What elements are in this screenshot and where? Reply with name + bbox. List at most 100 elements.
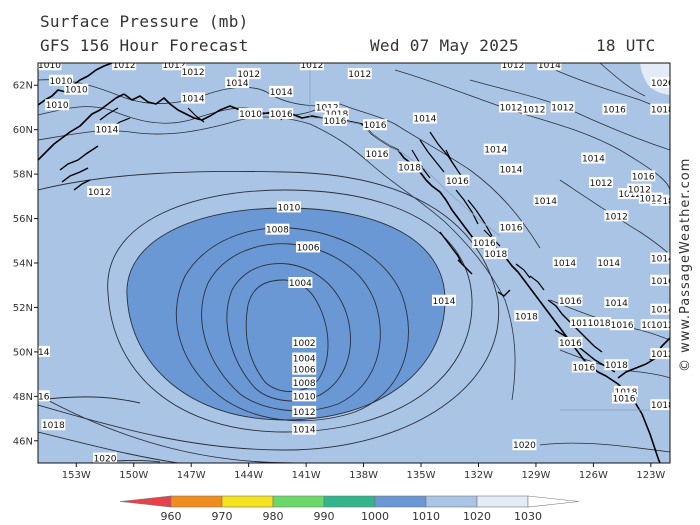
isobar-label-bg	[363, 119, 388, 131]
isobar-label-bg	[94, 123, 119, 135]
isobar-label-text: 1014	[500, 166, 523, 176]
isobar-label-text: 1012	[551, 103, 574, 113]
isobar-label: 1020	[512, 439, 537, 451]
isobar-label: 1002	[292, 337, 317, 349]
isobar-label-bg	[265, 223, 290, 235]
legend-bin	[374, 495, 427, 508]
isobar-label-text: 1014	[95, 126, 118, 136]
isobar-label-bg	[292, 337, 317, 348]
isobar-label-bg	[292, 390, 317, 402]
islands	[59, 145, 616, 373]
isobar-label-bg	[347, 68, 372, 80]
isobar-label-text: 1004	[289, 279, 312, 289]
isobar-label: 1014	[499, 163, 524, 176]
isobar-label-bg	[571, 361, 596, 373]
isobar-label: 1016	[322, 114, 347, 127]
lon-tick-label: 126W	[579, 470, 608, 481]
isobar-label: 1012	[236, 68, 261, 80]
forecast-date: Wed 07 May 2025	[370, 36, 519, 55]
isobar-label-bg	[604, 210, 629, 222]
isobar-label-bg	[292, 377, 317, 388]
isobar-label-text: 1016	[632, 172, 655, 182]
isobar-label-bg	[412, 112, 437, 124]
isobar-label-bg	[38, 345, 50, 357]
isobar-label-text: 1012	[500, 103, 523, 113]
isobar-label: 1018	[587, 317, 612, 329]
isobar-label-text: 1012	[237, 70, 260, 80]
isobar-label: 1014	[483, 143, 508, 156]
isobar-label-bg	[292, 423, 317, 435]
isobar-label: 1016	[558, 337, 583, 349]
isobar-label-text: 1014	[413, 115, 436, 125]
isobar-label: 1018	[604, 359, 629, 371]
isobar-label-text: 1016	[572, 363, 595, 373]
isobar-label: 1014	[533, 194, 558, 207]
lon-tick-label: 123W	[636, 470, 665, 481]
isobar-label: 1014	[650, 303, 670, 316]
isobar-label-bg	[432, 294, 457, 306]
isobar-label-bg	[631, 170, 656, 182]
isobar-label: 1016	[610, 319, 635, 331]
isobar-label: 1012	[112, 63, 137, 71]
isobar-label-text: 1012	[88, 188, 111, 198]
lat-tick-label: 46N	[13, 436, 33, 447]
isobar-label-bg	[650, 274, 670, 286]
isobar-label-bg	[650, 319, 670, 331]
lon-tick-label: 153W	[62, 470, 91, 481]
isobar-label-text: 1016	[603, 106, 626, 116]
isobar-label-bg	[181, 65, 206, 77]
isobar-label: 1014	[269, 85, 294, 98]
isobar-label-text: 1020	[513, 441, 536, 451]
isobar-label: 1018	[397, 161, 422, 173]
isobar-label: 1016	[38, 390, 50, 402]
isobar-label-bg	[602, 103, 627, 115]
isobar-label-text: 1016	[559, 297, 582, 307]
lon-tick-label: 141W	[292, 470, 321, 481]
isobar-label-text: 1020	[94, 455, 117, 465]
chart-title: Surface Pressure (mb)	[40, 12, 249, 31]
lat-tick-label: 54N	[13, 259, 33, 270]
legend-bin	[476, 495, 529, 508]
isobar-label-text: 1014	[553, 259, 576, 269]
isobar-label-text: 1016	[500, 223, 523, 233]
lon-tick-label: 144W	[234, 470, 263, 481]
isobar-label-text: 1010	[277, 203, 300, 213]
isobar-label-text: 1018	[605, 361, 628, 371]
pressure-legend: 960 970 980 990 1000 1010 1020 1030	[119, 495, 580, 523]
isobar-label-text: 1014	[484, 146, 507, 156]
isobar-label-bg	[587, 317, 612, 328]
isobar-label-bg	[499, 163, 524, 175]
lon-tick-label: 147W	[177, 470, 206, 481]
isobar-label: 1018	[650, 399, 670, 411]
isobar-label-text: 1012	[628, 186, 651, 196]
legend-bin	[119, 495, 172, 508]
isobar-label-bg	[276, 201, 301, 213]
isobar-label-text: 1014	[433, 297, 456, 307]
isobar-label-text: 1016	[559, 339, 582, 349]
isobar-label-text: 1012	[618, 190, 641, 200]
legend-tick-label: 960	[161, 510, 182, 523]
lon-tick-label: 135W	[407, 470, 436, 481]
isobar-label: 1004	[292, 352, 317, 365]
isobar-label-text: 1018	[588, 319, 611, 329]
isobar-label-bg	[45, 99, 70, 111]
isobar-label-text: 1020	[651, 79, 674, 89]
isobar-label-text: 1014	[182, 95, 205, 105]
isobar-label: 1012	[499, 101, 524, 113]
isobar-label-text: 1010	[65, 86, 88, 96]
isobar-label: 1014	[604, 297, 629, 309]
isobar-label: 1008	[265, 223, 290, 236]
isobar-label-bg	[569, 317, 594, 328]
isobar-label-text: 1014	[226, 79, 249, 89]
isobar-label-text: 1010	[38, 61, 61, 71]
isobar-label-bg	[499, 221, 524, 233]
isobar-label: 1020	[93, 452, 118, 465]
isobar-label-bg	[292, 405, 317, 417]
isobar-label-text: 1016	[613, 395, 636, 405]
isobar-label: 1016	[363, 119, 388, 131]
isobar-label-bg	[650, 399, 670, 411]
isobar-label-text: 1016	[611, 321, 634, 331]
legend-tick-label: 1020	[463, 510, 491, 523]
legend-bin	[323, 495, 376, 508]
